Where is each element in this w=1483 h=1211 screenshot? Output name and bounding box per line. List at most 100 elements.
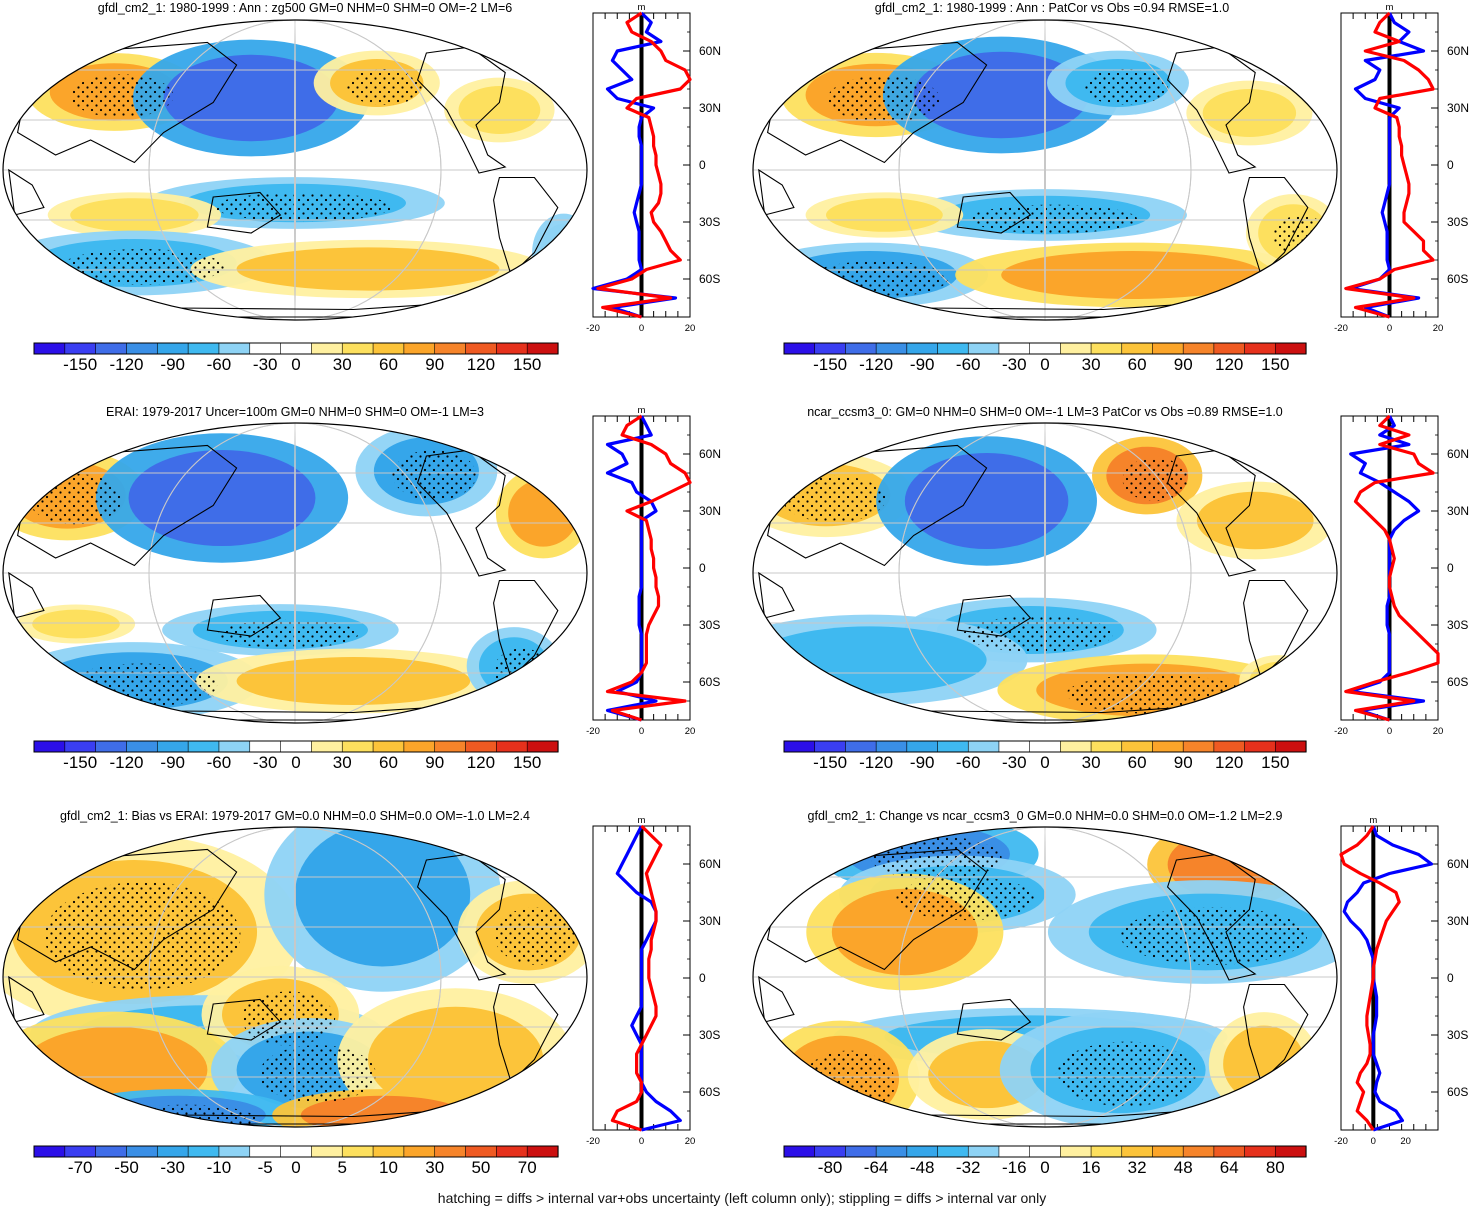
- anomaly-region: [236, 657, 471, 705]
- meridian-line: [148, 20, 442, 320]
- colorbar-segment: [218, 740, 251, 753]
- map-2: [752, 19, 1338, 321]
- colorbar-segment: [783, 740, 816, 753]
- colorbar-segment: [249, 342, 282, 355]
- colorbar-segment: [126, 1145, 158, 1158]
- colorbar-tick-label: -30: [160, 1158, 185, 1177]
- profile-2: m -20 0 20 60N 30N 0 30S 60S: [1334, 2, 1469, 334]
- colorbar-segment: [783, 1145, 816, 1158]
- coastline: [206, 998, 282, 1041]
- profile-ytick-label: 0: [1447, 158, 1454, 172]
- colorbar-tick-label: 0: [291, 1158, 300, 1177]
- coastline: [758, 168, 795, 216]
- profile-xtick-label: 20: [685, 323, 696, 334]
- colorbar-tick-label: 64: [1220, 1158, 1239, 1177]
- profile-series-obs: [596, 11, 692, 319]
- anomaly-region: [540, 223, 587, 282]
- stippling: [1083, 69, 1169, 105]
- panel-2: gfdl_cm2_1: 1980-1999 : Ann : PatCor vs …: [752, 1, 1469, 374]
- colorbar-segment: [126, 740, 158, 753]
- colorbar-5: -70 -50 -30 -10 -5 0 5 10 30 50 70: [33, 1145, 559, 1177]
- colorbar-segment: [156, 740, 189, 753]
- colorbar-segment: [126, 342, 158, 355]
- stippling: [1273, 215, 1330, 259]
- colorbar-segment: [218, 342, 251, 355]
- colorbar-segment: [1090, 342, 1123, 355]
- coastline: [956, 998, 1032, 1041]
- colorbar-tick-label: 30: [1082, 355, 1101, 374]
- profile-1: m -20 0 20 60N 30N 0 30S 60S: [586, 2, 721, 334]
- profile-xtick-label: -20: [1334, 323, 1348, 334]
- coastline: [416, 449, 507, 577]
- colorbar-segment: [218, 1145, 251, 1158]
- coastline: [766, 444, 988, 567]
- colorbar-segment: [434, 740, 467, 753]
- stippling: [60, 249, 225, 285]
- colorbar-segment: [1029, 740, 1061, 753]
- stippling: [116, 1104, 257, 1127]
- profile-series-model: [1349, 12, 1426, 319]
- colorbar-tick-label: -60: [207, 355, 232, 374]
- colorbar-segment: [1090, 740, 1123, 753]
- colorbar-segment: [1029, 1145, 1061, 1158]
- colorbar-segment: [1182, 740, 1215, 753]
- panel-title: ncar_ccsm3_0: GM=0 NHM=0 SHM=0 OM=-1 LM=…: [807, 405, 1283, 419]
- profile-ytick-label: 30N: [1447, 504, 1469, 518]
- profile-xtick-label: 0: [1371, 1136, 1376, 1147]
- anomaly-region: [458, 86, 541, 134]
- colorbar-segment: [1182, 342, 1215, 355]
- colorbar-tick-label: 32: [1128, 1158, 1147, 1177]
- profile-ytick-label: 30N: [1447, 101, 1469, 115]
- colorbar-tick-label: -70: [68, 1158, 93, 1177]
- profile-xtick-label: 20: [1433, 323, 1444, 334]
- colorbar-segment: [937, 740, 969, 753]
- colorbar-tick-label: -150: [63, 753, 97, 772]
- colorbar-tick-label: -64: [864, 1158, 889, 1177]
- colorbar-tick-label: 120: [467, 355, 495, 374]
- colorbar-segment: [526, 740, 559, 753]
- profile-xlabel: m: [638, 815, 646, 826]
- colorbar-tick-label: 48: [1174, 1158, 1193, 1177]
- colorbar-segment: [967, 342, 1000, 355]
- map-4: [752, 422, 1338, 724]
- colorbar-segment: [465, 342, 497, 355]
- colorbar-tick-label: -16: [1002, 1158, 1027, 1177]
- meridian-line: [1044, 20, 1046, 320]
- colorbar-tick-label: -90: [910, 355, 935, 374]
- panel-5: gfdl_cm2_1: Bias vs ERAI: 1979-2017 GM=0…: [2, 809, 721, 1177]
- map-border: [752, 422, 1338, 724]
- colorbar-segment: [372, 1145, 405, 1158]
- colorbar-segment: [341, 740, 374, 753]
- coastline: [206, 191, 282, 234]
- anomaly-region: [826, 198, 943, 232]
- colorbar-segment: [1121, 1145, 1154, 1158]
- coastline: [8, 168, 45, 216]
- map-border: [2, 826, 588, 1128]
- panel-title: gfdl_cm2_1: 1980-1999 : Ann : zg500 GM=0…: [98, 1, 513, 15]
- colorbar-segment: [814, 740, 847, 753]
- colorbar-tick-label: -90: [160, 355, 185, 374]
- profile-series-model: [1349, 415, 1426, 722]
- stippling: [218, 619, 359, 649]
- map-border: [752, 826, 1338, 1128]
- colorbar-frame: [783, 740, 1307, 753]
- colorbar-tick-label: 30: [333, 355, 352, 374]
- colorbar-tick-label: -30: [253, 355, 278, 374]
- anomaly-region: [236, 247, 500, 291]
- colorbar-tick-label: -60: [956, 355, 981, 374]
- profile-ytick-label: 0: [699, 561, 706, 575]
- colorbar-segment: [341, 342, 374, 355]
- anomaly-region: [295, 827, 471, 967]
- colorbar-tick-label: 10: [379, 1158, 398, 1177]
- coastline: [1166, 46, 1257, 174]
- map-fields: [3, 20, 587, 320]
- profile-ytick-label: 60S: [699, 272, 720, 286]
- colorbar-frame: [783, 342, 1307, 355]
- profile-xtick-label: 0: [639, 1136, 644, 1147]
- colorbar-frame: [33, 342, 559, 355]
- colorbar-segment: [403, 1145, 436, 1158]
- profile-xlabel: m: [1369, 815, 1377, 826]
- profile-ytick-label: 60S: [699, 675, 720, 689]
- stippling: [807, 261, 948, 297]
